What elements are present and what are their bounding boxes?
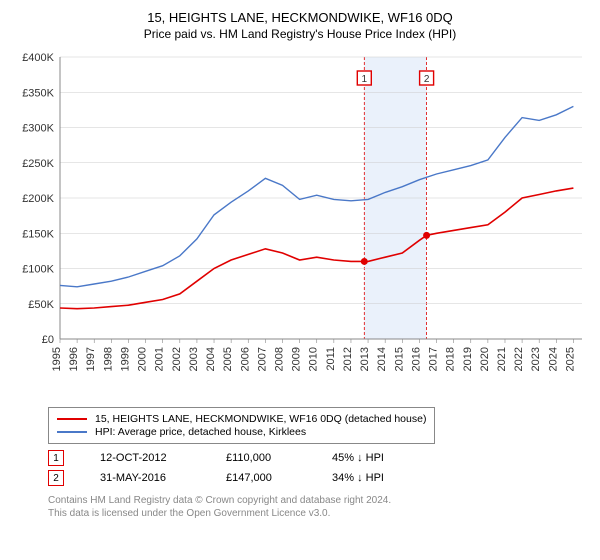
svg-text:2006: 2006 <box>239 347 251 371</box>
footer-attribution: Contains HM Land Registry data © Crown c… <box>48 494 588 520</box>
svg-text:2021: 2021 <box>496 347 508 371</box>
svg-text:£0: £0 <box>42 334 54 346</box>
svg-text:1999: 1999 <box>119 347 131 371</box>
legend-swatch <box>57 418 87 420</box>
svg-text:2015: 2015 <box>393 347 405 371</box>
svg-text:£350K: £350K <box>22 87 54 99</box>
svg-text:2011: 2011 <box>325 347 337 371</box>
page-title: 15, HEIGHTS LANE, HECKMONDWIKE, WF16 0DQ <box>12 10 588 25</box>
legend-row: 15, HEIGHTS LANE, HECKMONDWIKE, WF16 0DQ… <box>57 413 426 425</box>
marker-row: 1 12-OCT-2012 £110,000 45% ↓ HPI <box>48 450 588 466</box>
svg-text:2013: 2013 <box>359 347 371 371</box>
svg-text:£50K: £50K <box>28 299 54 311</box>
svg-text:2001: 2001 <box>154 347 166 371</box>
legend-row: HPI: Average price, detached house, Kirk… <box>57 426 426 438</box>
svg-text:2009: 2009 <box>291 347 303 371</box>
svg-text:2018: 2018 <box>445 347 457 371</box>
svg-text:£100K: £100K <box>22 264 54 276</box>
svg-text:£400K: £400K <box>22 52 54 64</box>
svg-text:£300K: £300K <box>22 123 54 135</box>
legend-swatch <box>57 431 87 433</box>
marker-delta: 45% ↓ HPI <box>332 452 384 464</box>
page-subtitle: Price paid vs. HM Land Registry's House … <box>12 27 588 41</box>
svg-text:2012: 2012 <box>342 347 354 371</box>
svg-text:2016: 2016 <box>410 347 422 371</box>
legend-label: HPI: Average price, detached house, Kirk… <box>95 426 306 438</box>
svg-text:2023: 2023 <box>530 347 542 371</box>
svg-text:2: 2 <box>424 74 430 85</box>
svg-text:2008: 2008 <box>273 347 285 371</box>
marker-price: £110,000 <box>226 452 296 464</box>
svg-text:2019: 2019 <box>462 347 474 371</box>
svg-text:2022: 2022 <box>513 347 525 371</box>
marker-price: £147,000 <box>226 472 296 484</box>
svg-text:2017: 2017 <box>428 347 440 371</box>
marker-row: 2 31-MAY-2016 £147,000 34% ↓ HPI <box>48 470 588 486</box>
svg-text:1997: 1997 <box>85 347 97 371</box>
footer-line-1: Contains HM Land Registry data © Crown c… <box>48 494 588 507</box>
price-chart: £0 £50K £100K £150K £200K £250K £300K £350K £400… <box>12 49 588 399</box>
svg-text:2000: 2000 <box>137 347 149 371</box>
svg-text:2024: 2024 <box>547 347 559 371</box>
svg-text:2005: 2005 <box>222 347 234 371</box>
svg-text:1995: 1995 <box>51 347 63 371</box>
svg-text:£250K: £250K <box>22 158 54 170</box>
legend-label: 15, HEIGHTS LANE, HECKMONDWIKE, WF16 0DQ… <box>95 413 426 425</box>
marker-number-box: 2 <box>48 470 64 486</box>
svg-text:2014: 2014 <box>376 347 388 371</box>
footer-line-2: This data is licensed under the Open Gov… <box>48 507 588 520</box>
svg-text:£200K: £200K <box>22 193 54 205</box>
marker-date: 12-OCT-2012 <box>100 452 190 464</box>
svg-text:2020: 2020 <box>479 347 491 371</box>
svg-text:1996: 1996 <box>68 347 80 371</box>
marker-date: 31-MAY-2016 <box>100 472 190 484</box>
svg-text:2010: 2010 <box>308 347 320 371</box>
marker-number-box: 1 <box>48 450 64 466</box>
svg-text:2007: 2007 <box>256 347 268 371</box>
svg-text:2003: 2003 <box>188 347 200 371</box>
svg-text:1998: 1998 <box>102 347 114 371</box>
legend: 15, HEIGHTS LANE, HECKMONDWIKE, WF16 0DQ… <box>48 407 435 444</box>
svg-text:2025: 2025 <box>564 347 576 371</box>
marker-delta: 34% ↓ HPI <box>332 472 384 484</box>
svg-text:2002: 2002 <box>171 347 183 371</box>
marker-table: 1 12-OCT-2012 £110,000 45% ↓ HPI 2 31-MAY-201… <box>48 450 588 486</box>
svg-text:2004: 2004 <box>205 347 217 371</box>
svg-text:1: 1 <box>362 74 368 85</box>
svg-text:£150K: £150K <box>22 228 54 240</box>
